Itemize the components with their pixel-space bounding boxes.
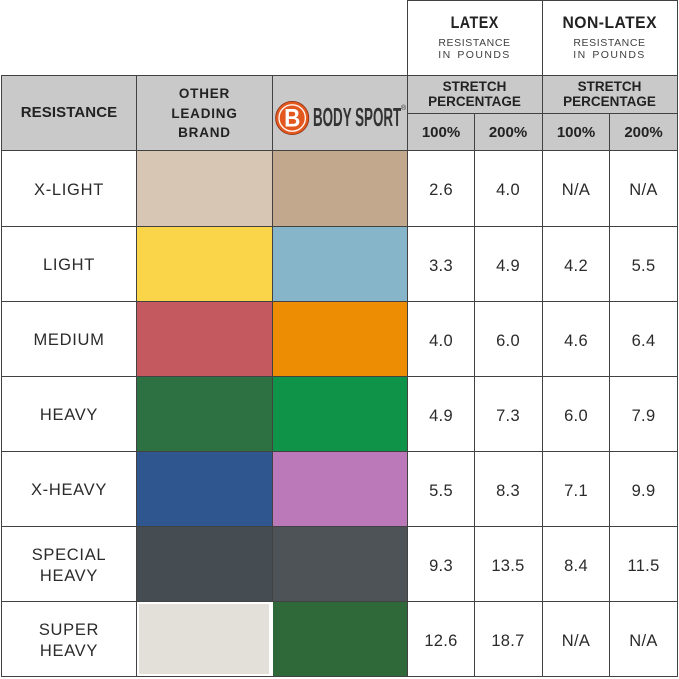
svg-text:BODY SPORT: BODY SPORT <box>313 103 401 132</box>
svg-text:B: B <box>284 105 300 133</box>
svg-text:®: ® <box>401 104 407 112</box>
